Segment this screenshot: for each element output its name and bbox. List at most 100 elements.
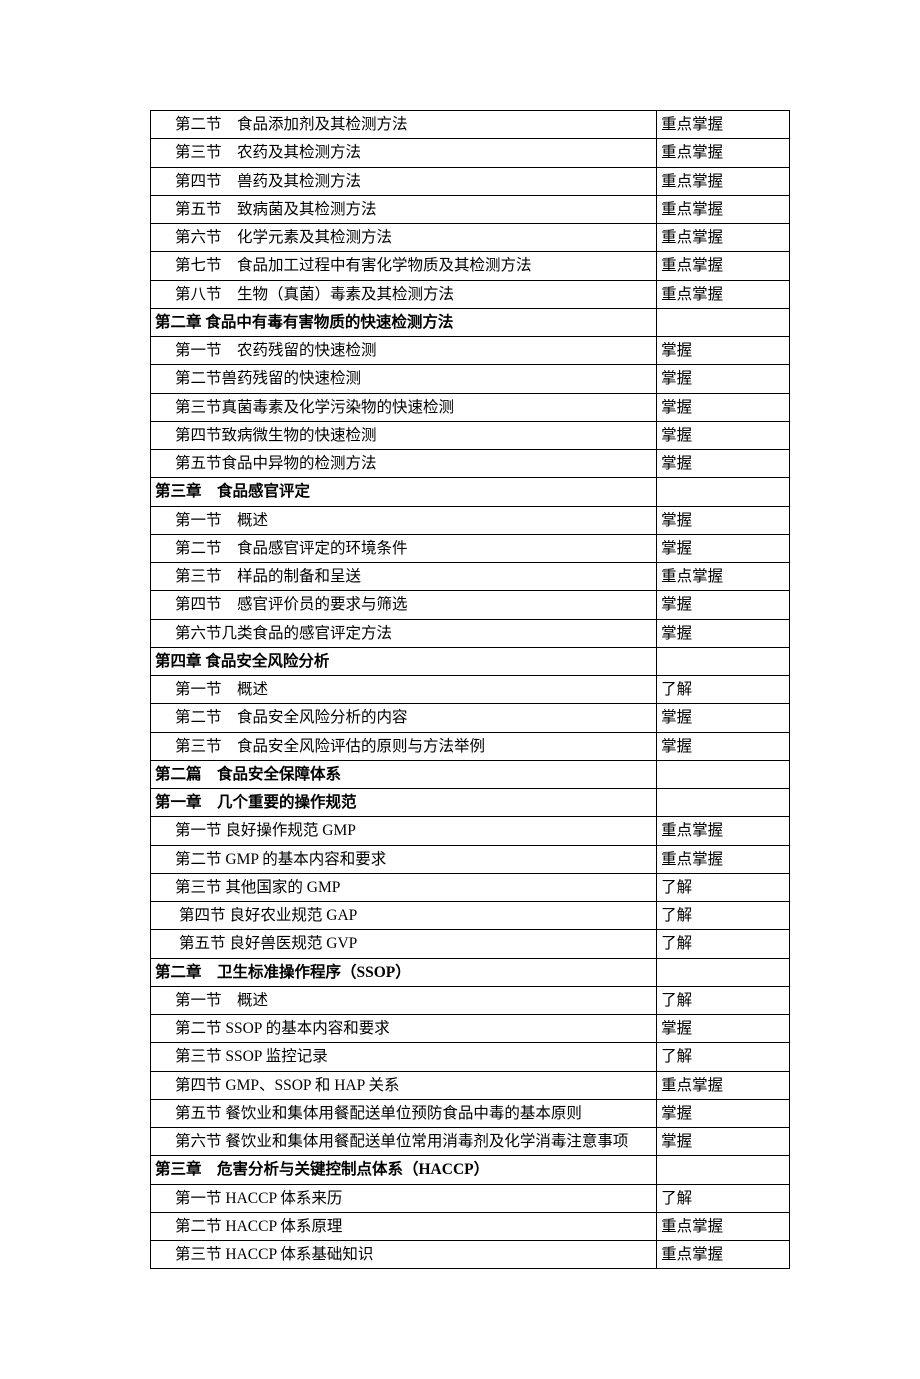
row-level: 掌握: [657, 506, 790, 534]
row-title: 第六节几类食品的感官评定方法: [151, 619, 657, 647]
table-row: 第一节 概述了解: [151, 986, 790, 1014]
table-row: 第六节几类食品的感官评定方法掌握: [151, 619, 790, 647]
row-title: 第一节 概述: [151, 986, 657, 1014]
table-row: 第四节 良好农业规范 GAP了解: [151, 902, 790, 930]
row-title: 第三节真菌毒素及化学污染物的快速检测: [151, 393, 657, 421]
table-row: 第四节致病微生物的快速检测掌握: [151, 421, 790, 449]
table-row: 第三节 HACCP 体系基础知识重点掌握: [151, 1241, 790, 1269]
row-level: 重点掌握: [657, 845, 790, 873]
row-level: 了解: [657, 902, 790, 930]
row-level: [657, 478, 790, 506]
row-level: 掌握: [657, 619, 790, 647]
row-level: [657, 1156, 790, 1184]
table-row: 第八节 生物（真菌）毒素及其检测方法重点掌握: [151, 280, 790, 308]
page-container: 第二节 食品添加剂及其检测方法重点掌握第三节 农药及其检测方法重点掌握第四节 兽…: [0, 0, 920, 1379]
row-title: 第三章 危害分析与关键控制点体系（HACCP）: [151, 1156, 657, 1184]
row-level: 重点掌握: [657, 195, 790, 223]
table-row: 第二节 食品安全风险分析的内容掌握: [151, 704, 790, 732]
table-row: 第四节 GMP、SSOP 和 HAP 关系重点掌握: [151, 1071, 790, 1099]
row-level: 重点掌握: [657, 817, 790, 845]
table-row: 第五节 餐饮业和集体用餐配送单位预防食品中毒的基本原则掌握: [151, 1099, 790, 1127]
row-level: 掌握: [657, 591, 790, 619]
row-level: 掌握: [657, 1015, 790, 1043]
row-title: 第二章 食品中有毒有害物质的快速检测方法: [151, 308, 657, 336]
table-row: 第二篇 食品安全保障体系: [151, 760, 790, 788]
row-title: 第一章 几个重要的操作规范: [151, 789, 657, 817]
row-level: 了解: [657, 676, 790, 704]
row-level: 掌握: [657, 450, 790, 478]
table-row: 第二节 食品感官评定的环境条件掌握: [151, 534, 790, 562]
row-title: 第四节 GMP、SSOP 和 HAP 关系: [151, 1071, 657, 1099]
table-row: 第二节 GMP 的基本内容和要求重点掌握: [151, 845, 790, 873]
row-title: 第二节 食品添加剂及其检测方法: [151, 111, 657, 139]
row-title: 第一节 良好操作规范 GMP: [151, 817, 657, 845]
row-title: 第二节 GMP 的基本内容和要求: [151, 845, 657, 873]
row-level: 了解: [657, 873, 790, 901]
row-level: 掌握: [657, 534, 790, 562]
table-row: 第一节 HACCP 体系来历了解: [151, 1184, 790, 1212]
row-title: 第五节食品中异物的检测方法: [151, 450, 657, 478]
row-level: [657, 958, 790, 986]
row-level: 掌握: [657, 337, 790, 365]
table-row: 第六节 餐饮业和集体用餐配送单位常用消毒剂及化学消毒注意事项掌握: [151, 1128, 790, 1156]
table-row: 第一章 几个重要的操作规范: [151, 789, 790, 817]
row-level: 重点掌握: [657, 252, 790, 280]
table-row: 第三节真菌毒素及化学污染物的快速检测掌握: [151, 393, 790, 421]
row-title: 第三节 HACCP 体系基础知识: [151, 1241, 657, 1269]
row-level: 重点掌握: [657, 111, 790, 139]
row-title: 第三节 样品的制备和呈送: [151, 563, 657, 591]
table-row: 第三章 危害分析与关键控制点体系（HACCP）: [151, 1156, 790, 1184]
row-title: 第三节 SSOP 监控记录: [151, 1043, 657, 1071]
row-title: 第二节 HACCP 体系原理: [151, 1212, 657, 1240]
row-title: 第四章 食品安全风险分析: [151, 647, 657, 675]
row-level: 掌握: [657, 1099, 790, 1127]
table-row: 第三节 农药及其检测方法重点掌握: [151, 139, 790, 167]
table-row: 第七节 食品加工过程中有害化学物质及其检测方法重点掌握: [151, 252, 790, 280]
row-title: 第八节 生物（真菌）毒素及其检测方法: [151, 280, 657, 308]
row-title: 第五节 良好兽医规范 GVP: [151, 930, 657, 958]
row-level: 重点掌握: [657, 139, 790, 167]
row-title: 第四节 良好农业规范 GAP: [151, 902, 657, 930]
row-level: 重点掌握: [657, 1212, 790, 1240]
row-title: 第二节 食品安全风险分析的内容: [151, 704, 657, 732]
row-level: [657, 308, 790, 336]
row-title: 第三章 食品感官评定: [151, 478, 657, 506]
table-row: 第五节 良好兽医规范 GVP了解: [151, 930, 790, 958]
row-title: 第二节兽药残留的快速检测: [151, 365, 657, 393]
outline-table: 第二节 食品添加剂及其检测方法重点掌握第三节 农药及其检测方法重点掌握第四节 兽…: [150, 110, 790, 1269]
row-title: 第一节 概述: [151, 676, 657, 704]
row-level: [657, 760, 790, 788]
row-level: 了解: [657, 1184, 790, 1212]
table-row: 第三节 SSOP 监控记录了解: [151, 1043, 790, 1071]
row-level: 掌握: [657, 704, 790, 732]
row-level: 掌握: [657, 365, 790, 393]
table-row: 第五节食品中异物的检测方法掌握: [151, 450, 790, 478]
outline-table-body: 第二节 食品添加剂及其检测方法重点掌握第三节 农药及其检测方法重点掌握第四节 兽…: [151, 111, 790, 1269]
row-title: 第一节 概述: [151, 506, 657, 534]
row-level: 了解: [657, 986, 790, 1014]
table-row: 第五节 致病菌及其检测方法重点掌握: [151, 195, 790, 223]
row-title: 第七节 食品加工过程中有害化学物质及其检测方法: [151, 252, 657, 280]
row-level: 掌握: [657, 393, 790, 421]
table-row: 第四节 兽药及其检测方法重点掌握: [151, 167, 790, 195]
row-title: 第三节 农药及其检测方法: [151, 139, 657, 167]
row-title: 第六节 餐饮业和集体用餐配送单位常用消毒剂及化学消毒注意事项: [151, 1128, 657, 1156]
table-row: 第三节 食品安全风险评估的原则与方法举例掌握: [151, 732, 790, 760]
row-title: 第四节 兽药及其检测方法: [151, 167, 657, 195]
table-row: 第二节 食品添加剂及其检测方法重点掌握: [151, 111, 790, 139]
row-level: 了解: [657, 930, 790, 958]
row-level: 重点掌握: [657, 167, 790, 195]
row-title: 第五节 致病菌及其检测方法: [151, 195, 657, 223]
table-row: 第一节 概述了解: [151, 676, 790, 704]
row-level: 重点掌握: [657, 280, 790, 308]
table-row: 第四节 感官评价员的要求与筛选掌握: [151, 591, 790, 619]
row-title: 第二章 卫生标准操作程序（SSOP）: [151, 958, 657, 986]
row-level: 掌握: [657, 421, 790, 449]
row-title: 第一节 HACCP 体系来历: [151, 1184, 657, 1212]
table-row: 第一节 概述掌握: [151, 506, 790, 534]
table-row: 第二节兽药残留的快速检测掌握: [151, 365, 790, 393]
row-title: 第五节 餐饮业和集体用餐配送单位预防食品中毒的基本原则: [151, 1099, 657, 1127]
row-level: 重点掌握: [657, 1071, 790, 1099]
table-row: 第三节 其他国家的 GMP了解: [151, 873, 790, 901]
table-row: 第三章 食品感官评定: [151, 478, 790, 506]
